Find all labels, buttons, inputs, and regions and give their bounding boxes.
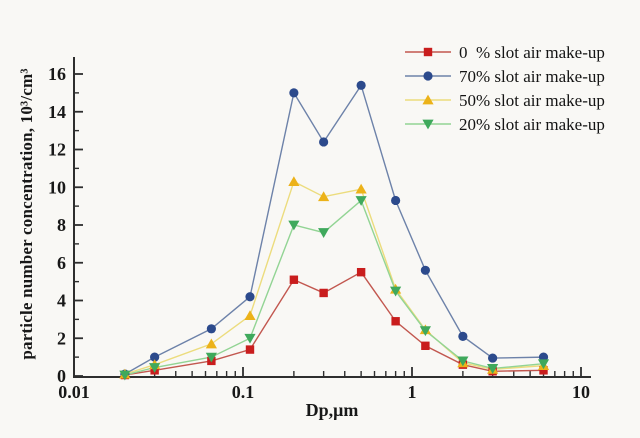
legend-marker-circle-icon xyxy=(405,71,451,81)
data-point-triangle-down xyxy=(487,364,499,374)
y-tick-label: 12 xyxy=(48,140,66,160)
data-point-circle xyxy=(420,265,430,275)
y-tick-label: 8 xyxy=(57,215,66,235)
data-point-triangle-up xyxy=(422,94,434,105)
data-point-square xyxy=(423,47,433,57)
x-tick-label: 0.01 xyxy=(58,382,90,402)
data-point-triangle-down xyxy=(537,359,550,370)
series-line-3 xyxy=(124,199,544,376)
data-point-circle xyxy=(423,71,433,81)
data-point-circle xyxy=(488,353,498,363)
data-point-square xyxy=(289,275,299,284)
data-point-square xyxy=(245,345,255,354)
x-tick-label: 10 xyxy=(572,382,590,402)
legend-marker-triangle-down-icon xyxy=(405,119,451,130)
legend-label: 0 % slot air make-up xyxy=(459,42,605,62)
data-point-triangle-up xyxy=(318,191,330,202)
legend: 0 % slot air make-up 70% slot air make-up… xyxy=(404,40,605,136)
data-point-square xyxy=(539,366,548,375)
data-point-triangle-down xyxy=(119,370,131,381)
data-point-triangle-down xyxy=(355,196,367,206)
x-axis-title: Dp,μm xyxy=(305,400,359,420)
data-point-circle xyxy=(150,352,160,362)
data-point-triangle-up xyxy=(244,310,256,320)
legend-item: 0 % slot air make-up xyxy=(404,40,605,64)
data-point-circle xyxy=(245,292,255,302)
data-point-triangle-down xyxy=(244,333,256,344)
data-point-circle xyxy=(206,324,216,334)
data-point-triangle-down xyxy=(318,228,330,238)
series-line-2 xyxy=(124,180,544,375)
legend-label: 20% slot air make-up xyxy=(459,114,605,134)
legend-label: 50% slot air make-up xyxy=(459,90,605,110)
data-point-triangle-down xyxy=(457,356,469,367)
data-point-triangle-down xyxy=(390,286,402,297)
data-point-circle xyxy=(289,88,299,98)
x-tick-label: 0.1 xyxy=(232,382,255,402)
y-axis-title: particle number concentration, 10³/cm³ xyxy=(17,68,36,360)
data-point-triangle-down xyxy=(149,363,161,373)
y-tick-label: 10 xyxy=(48,177,66,197)
data-point-triangle-up xyxy=(355,183,367,194)
data-point-square xyxy=(356,267,366,277)
legend-marker-square-icon xyxy=(405,47,451,57)
data-point-triangle-down xyxy=(422,119,434,130)
legend-item: 50% slot air make-up xyxy=(404,88,605,112)
legend-item: 70% slot air make-up xyxy=(404,64,605,88)
data-point-circle xyxy=(458,331,468,341)
data-point-square xyxy=(391,317,400,326)
data-point-triangle-up xyxy=(288,176,300,186)
y-tick-label: 6 xyxy=(57,253,66,273)
data-point-square xyxy=(319,288,328,298)
x-tick-label: 1 xyxy=(408,382,417,402)
data-point-triangle-up xyxy=(205,338,217,349)
series-line-0 xyxy=(124,271,544,376)
data-point-triangle-down xyxy=(205,352,217,363)
series-line-1 xyxy=(124,83,544,375)
y-tick-label: 16 xyxy=(48,64,66,84)
legend-marker-triangle-up-icon xyxy=(405,94,451,105)
y-tick-label: 4 xyxy=(57,291,66,311)
data-point-circle xyxy=(319,137,329,147)
legend-item: 20% slot air make-up xyxy=(404,112,605,136)
y-tick-label: 14 xyxy=(48,102,66,122)
data-point-square xyxy=(421,341,430,350)
legend-label: 70% slot air make-up xyxy=(459,66,605,86)
data-point-triangle-down xyxy=(288,220,300,231)
y-tick-label: 2 xyxy=(57,328,66,348)
data-point-triangle-down xyxy=(419,326,431,337)
data-point-circle xyxy=(356,80,366,90)
data-point-circle xyxy=(391,195,401,206)
y-tick-label: 0 xyxy=(57,366,66,386)
